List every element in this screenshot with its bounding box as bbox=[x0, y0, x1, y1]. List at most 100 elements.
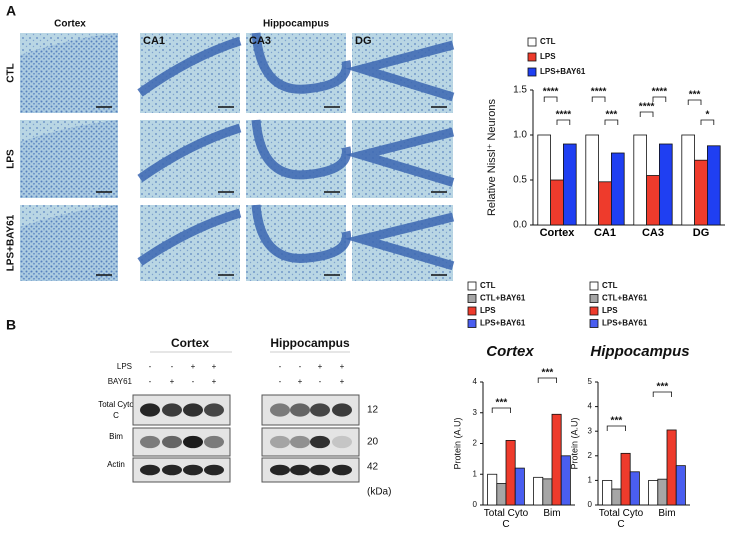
sig-annotation: * bbox=[705, 110, 709, 121]
sig-annotation: **** bbox=[543, 87, 559, 98]
blot-band bbox=[204, 435, 224, 449]
blot-band bbox=[310, 435, 330, 449]
x-tick-label-box: Bim bbox=[658, 508, 676, 519]
y-axis-title: Relative Nissl⁺ Neurons bbox=[486, 98, 498, 216]
bar bbox=[563, 143, 577, 226]
blot-band bbox=[204, 464, 224, 476]
cell-band bbox=[251, 204, 351, 263]
sig-annotation: **** bbox=[652, 87, 668, 98]
y-tick-label: 0 bbox=[473, 500, 478, 509]
size-label: 42 bbox=[367, 462, 379, 473]
treatment-mark: - bbox=[149, 362, 152, 371]
x-tick-label-box: Bim bbox=[543, 508, 561, 519]
legend-label: CTL+BAY61 bbox=[480, 294, 526, 303]
blot-label-box: Actin bbox=[107, 460, 125, 469]
sig-bracket bbox=[604, 119, 619, 125]
cell-band bbox=[345, 127, 455, 187]
legend-label: LPS+BAY61 bbox=[480, 319, 526, 328]
sig-bracket bbox=[687, 99, 702, 105]
legend-swatch bbox=[527, 37, 537, 47]
y-tick-label: 4 bbox=[588, 402, 593, 411]
treatment-mark: + bbox=[212, 377, 217, 386]
y-tick-label: 5 bbox=[588, 377, 593, 386]
sig-bracket bbox=[556, 119, 571, 125]
sig-bracket bbox=[700, 119, 715, 125]
bar bbox=[611, 152, 625, 226]
chart-title: Cortex bbox=[486, 343, 534, 360]
blot-title: Cortex bbox=[171, 336, 209, 350]
sig-bracket bbox=[652, 96, 667, 102]
bar bbox=[675, 465, 686, 506]
legend-label: LPS+BAY61 bbox=[540, 67, 586, 76]
blot-band bbox=[204, 403, 224, 417]
cell-band bbox=[251, 32, 351, 94]
size-label: 20 bbox=[367, 437, 379, 448]
blot-band bbox=[270, 464, 290, 476]
bar bbox=[551, 413, 562, 506]
blot-band bbox=[162, 435, 182, 449]
bar bbox=[602, 479, 613, 506]
legend-swatch bbox=[467, 294, 477, 303]
treatment-mark: - bbox=[171, 362, 174, 371]
row-label: LPS+BAY61 bbox=[6, 214, 17, 271]
blot-band bbox=[270, 403, 290, 417]
sig-annotation: **** bbox=[556, 110, 572, 121]
x-tick-label: CA3 bbox=[641, 228, 664, 239]
sig-annotation: *** bbox=[657, 382, 669, 393]
treatment-mark: - bbox=[192, 377, 195, 386]
y-axis-title: Protein (A.U) bbox=[452, 417, 462, 469]
x-tick-label: Bim bbox=[658, 508, 676, 519]
chart-title: Hippocampus bbox=[590, 343, 689, 360]
row-label: CTL bbox=[6, 63, 17, 82]
legend-swatch bbox=[467, 281, 477, 291]
legend-swatch bbox=[527, 52, 537, 62]
treatment-mark: - bbox=[279, 377, 282, 386]
treatment-mark: + bbox=[170, 377, 175, 386]
treatment-mark: + bbox=[318, 362, 323, 371]
y-axis-title: Protein (A.U) bbox=[569, 417, 579, 469]
legend-label: CTL bbox=[540, 37, 556, 46]
bar bbox=[694, 159, 708, 226]
x-tick-label-box: Total Cyto C bbox=[484, 508, 528, 530]
x-tick-label: Bim bbox=[543, 508, 561, 519]
sig-annotation: *** bbox=[611, 416, 623, 427]
x-tick-label-box: CA3 bbox=[641, 228, 664, 239]
y-tick-label: 1 bbox=[473, 469, 478, 478]
size-label: 12 bbox=[367, 405, 379, 416]
legend-label: LPS+BAY61 bbox=[602, 319, 648, 328]
treatment-mark: - bbox=[319, 377, 322, 386]
cortex-layer bbox=[20, 33, 118, 113]
subregion-label: CA1 bbox=[143, 35, 165, 47]
bar bbox=[550, 179, 564, 226]
sig-annotation: *** bbox=[689, 90, 701, 101]
bar bbox=[648, 479, 659, 506]
blot-label: Bim bbox=[109, 432, 123, 441]
blot-band bbox=[310, 403, 330, 417]
x-tick-label: CA1 bbox=[593, 228, 616, 239]
bar bbox=[629, 471, 640, 506]
blot-band bbox=[310, 464, 330, 476]
legend-swatch bbox=[589, 294, 599, 303]
blot-label-box: Total Cyto C bbox=[98, 400, 134, 420]
sig-bracket bbox=[591, 96, 606, 102]
blot-band bbox=[332, 464, 352, 476]
treatment-mark: + bbox=[212, 362, 217, 371]
sig-annotation: *** bbox=[542, 368, 554, 379]
x-tick-label-box: CA1 bbox=[593, 228, 616, 239]
y-tick-label: 1 bbox=[588, 476, 593, 485]
sig-annotation: **** bbox=[591, 87, 607, 98]
row-label: LPS bbox=[6, 149, 17, 169]
treatment-label: BAY61 bbox=[108, 377, 133, 386]
cell-band bbox=[251, 119, 351, 180]
blot-band bbox=[162, 464, 182, 476]
legend-swatch bbox=[467, 319, 477, 328]
blot-band bbox=[290, 403, 310, 417]
y-tick-label: 4 bbox=[473, 377, 478, 386]
legend-label: CTL bbox=[480, 281, 496, 290]
bar bbox=[487, 473, 498, 506]
bar bbox=[633, 134, 647, 226]
sig-bracket bbox=[606, 425, 626, 431]
sig-annotation: *** bbox=[606, 110, 618, 121]
cell-band bbox=[345, 40, 455, 102]
